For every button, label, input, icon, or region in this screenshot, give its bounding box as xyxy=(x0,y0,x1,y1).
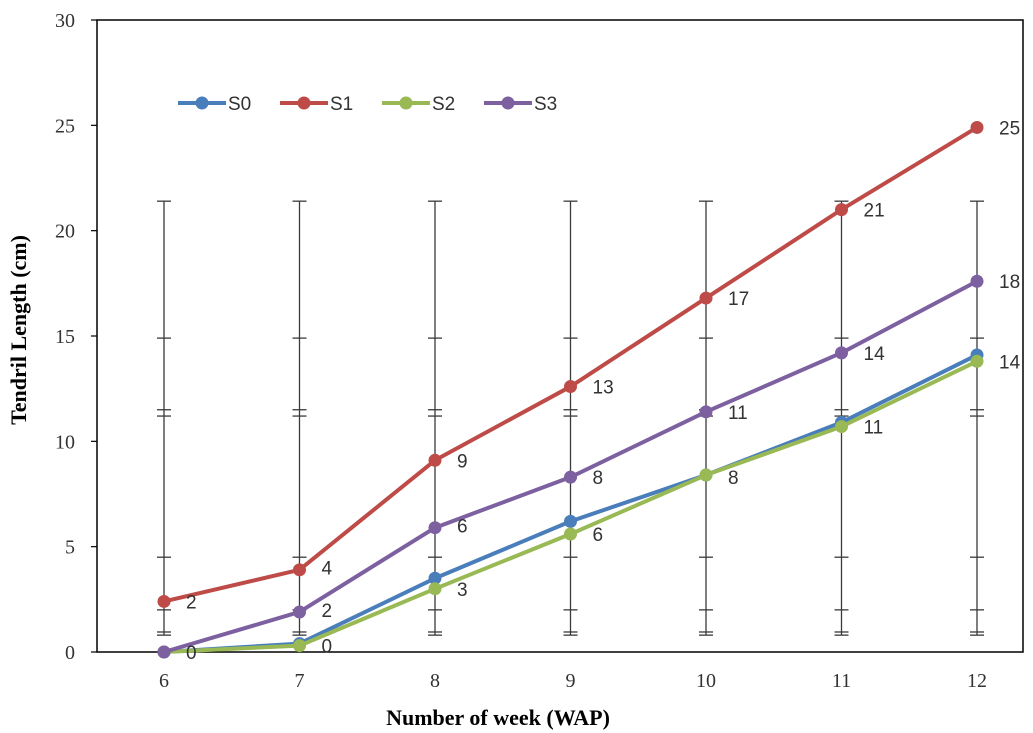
legend-marker-s1 xyxy=(297,96,311,110)
y-tick-label: 30 xyxy=(55,10,75,32)
y-tick-label: 0 xyxy=(65,642,75,664)
data-point-s2 xyxy=(699,468,713,482)
data-label: 6 xyxy=(457,517,468,538)
data-point-s3 xyxy=(428,521,442,535)
data-point-s1 xyxy=(157,594,171,608)
y-tick-label: 20 xyxy=(55,221,75,243)
x-tick-label: 10 xyxy=(696,670,716,692)
legend-label-s1: S1 xyxy=(330,94,353,115)
series-lines xyxy=(157,120,984,659)
data-point-s2 xyxy=(428,582,442,596)
y-tick-label: 5 xyxy=(65,537,75,559)
data-point-s1 xyxy=(835,203,848,217)
y-tick-label: 25 xyxy=(55,115,75,137)
data-label: 0 xyxy=(322,637,333,658)
data-label: 6 xyxy=(593,525,604,546)
data-label: 18 xyxy=(999,272,1020,293)
data-label: 4 xyxy=(322,559,333,580)
x-tick-label: 6 xyxy=(159,670,169,692)
x-tick-label: 7 xyxy=(295,670,305,692)
data-point-s2 xyxy=(835,420,848,434)
x-tick-label: 11 xyxy=(832,670,851,692)
data-label: 13 xyxy=(593,378,614,399)
legend-label-s0: S0 xyxy=(228,94,251,115)
data-labels: 2 0 4 2 0 9 6 3 13 8 6 17 11 8 21 14 11 25 18 14 xyxy=(186,118,1021,664)
data-label: 0 xyxy=(186,643,197,664)
data-point-s3 xyxy=(699,405,713,419)
data-label: 8 xyxy=(593,468,604,489)
legend-marker-s0 xyxy=(195,96,209,110)
data-label: 9 xyxy=(457,451,468,472)
data-point-s1 xyxy=(564,380,577,394)
data-point-s1 xyxy=(293,563,306,577)
data-label: 14 xyxy=(864,344,886,365)
data-label: 17 xyxy=(728,289,749,310)
data-point-s3 xyxy=(835,346,848,360)
y-axis-label: Tendril Length (cm) xyxy=(6,235,31,425)
y-tick-label: 15 xyxy=(55,326,75,348)
data-label: 3 xyxy=(457,580,468,601)
data-label: 11 xyxy=(864,418,884,439)
data-point-s2 xyxy=(564,527,577,541)
data-label: 14 xyxy=(999,352,1021,373)
data-point-s3 xyxy=(293,605,306,619)
data-point-s1 xyxy=(699,291,713,305)
x-tick-label: 8 xyxy=(430,670,440,692)
legend-marker-s3 xyxy=(501,96,515,110)
data-point-s1 xyxy=(970,120,984,134)
legend: S0 S1 S2 S3 xyxy=(178,94,557,115)
data-point-s0 xyxy=(564,514,577,528)
x-tick-label: 12 xyxy=(967,670,987,692)
data-label: 2 xyxy=(322,601,333,622)
data-point-s0 xyxy=(428,571,442,585)
data-label: 8 xyxy=(728,468,739,489)
legend-label-s2: S2 xyxy=(432,94,455,115)
data-point-s2 xyxy=(293,639,306,653)
y-tick-label: 10 xyxy=(55,431,75,453)
data-point-s3 xyxy=(157,645,171,659)
data-label: 2 xyxy=(186,592,197,613)
x-axis-ticks: 6 7 8 9 10 11 12 xyxy=(159,670,987,692)
data-label: 25 xyxy=(999,118,1020,139)
data-point-s1 xyxy=(428,453,442,467)
data-point-s2 xyxy=(970,354,984,368)
data-point-s3 xyxy=(564,470,577,484)
x-tick-label: 9 xyxy=(566,670,576,692)
data-label: 21 xyxy=(864,201,885,222)
x-axis-label: Number of week (WAP) xyxy=(386,705,610,730)
legend-marker-s2 xyxy=(399,96,413,110)
plot-area-frame xyxy=(96,19,1024,653)
y-axis-ticks: 0 5 10 15 20 25 30 xyxy=(55,10,97,664)
data-point-s3 xyxy=(970,274,984,288)
legend-label-s3: S3 xyxy=(534,94,557,115)
data-label: 11 xyxy=(728,403,748,424)
